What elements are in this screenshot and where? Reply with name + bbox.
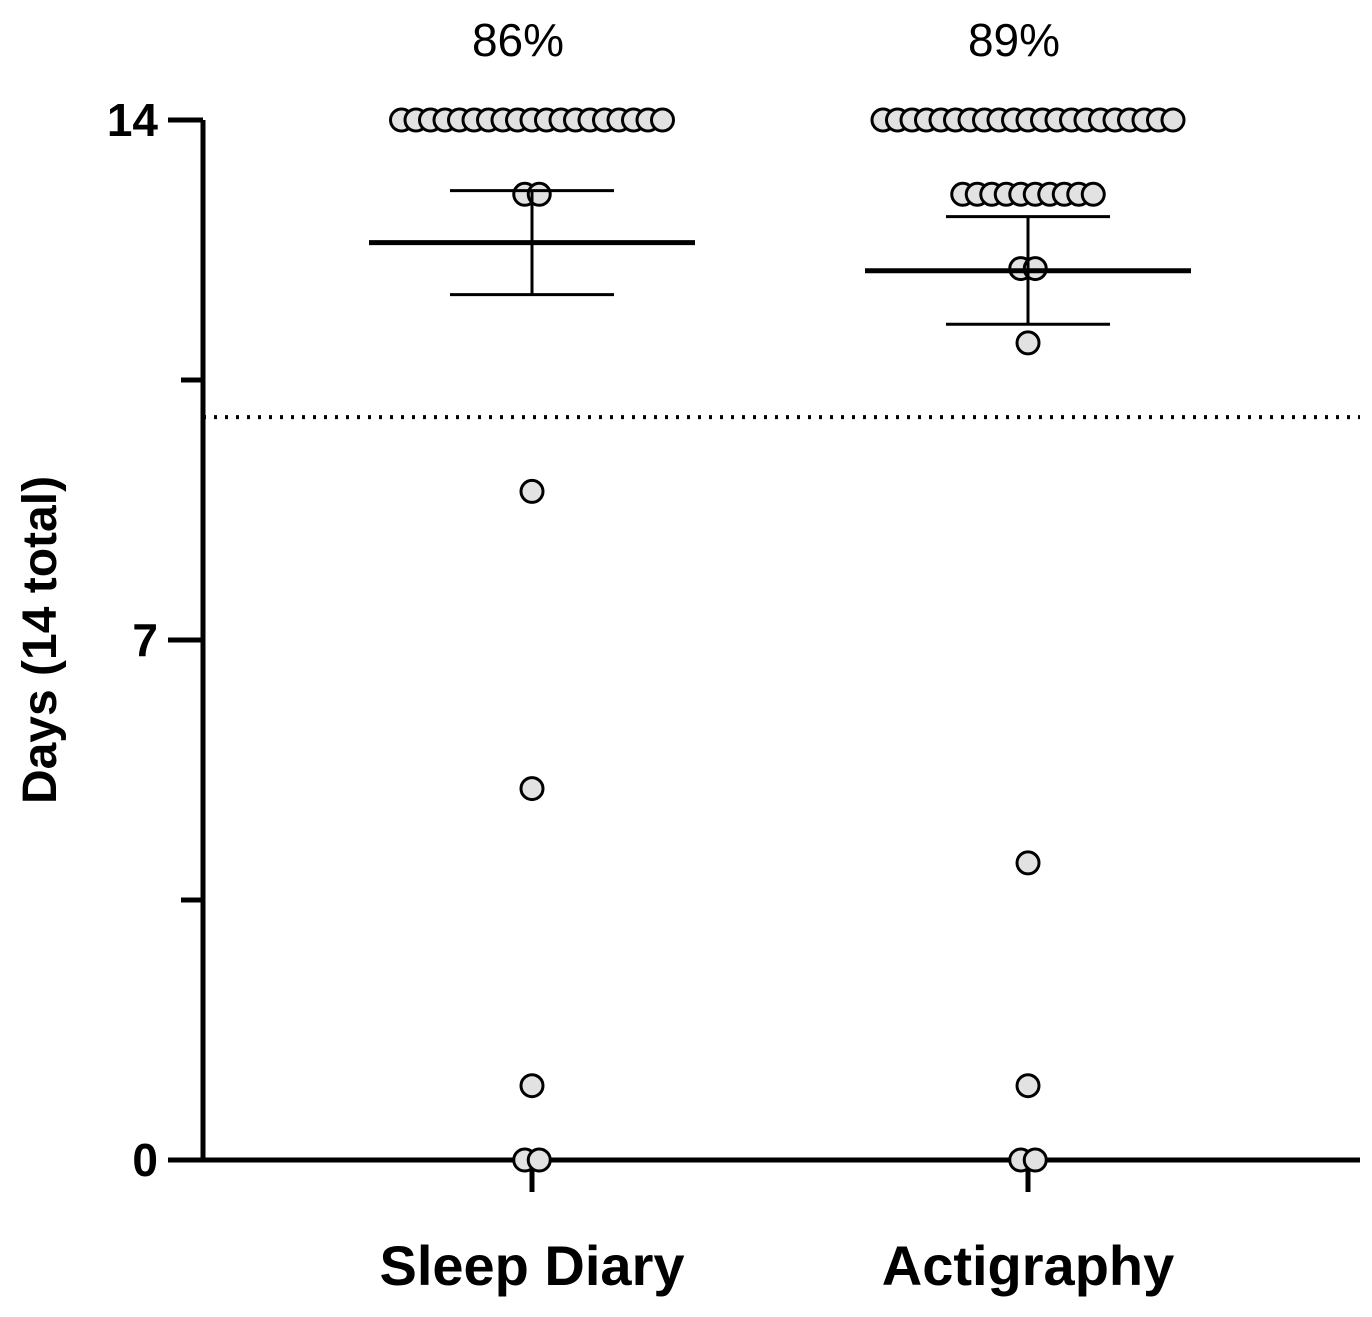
y-tick-label-0: 0 [132, 1134, 158, 1186]
y-tick-label-7: 7 [132, 614, 158, 666]
data-point-sleep-diary [519, 478, 545, 504]
percent-label-sleep-diary: 86% [472, 14, 564, 66]
data-point-actigraphy [1015, 330, 1041, 356]
data-point-sleep-diary [526, 1147, 552, 1173]
data-point-actigraphy [1015, 1073, 1041, 1099]
data-point-actigraphy [1160, 107, 1186, 133]
percent-label-actigraphy: 89% [968, 14, 1060, 66]
data-point-actigraphy [1015, 850, 1041, 876]
data-point-sleep-diary [519, 1073, 545, 1099]
category-label-actigraphy: Actigraphy [882, 1234, 1175, 1297]
y-tick-label-14: 14 [107, 94, 159, 146]
data-point-actigraphy [1080, 181, 1106, 207]
data-point-sleep-diary [526, 181, 552, 207]
y-axis-label: Days (14 total) [14, 476, 67, 804]
data-point-sleep-diary [519, 776, 545, 802]
data-point-sleep-diary [650, 107, 675, 133]
data-point-actigraphy [1022, 1147, 1048, 1173]
category-label-sleep-diary: Sleep Diary [379, 1234, 684, 1297]
